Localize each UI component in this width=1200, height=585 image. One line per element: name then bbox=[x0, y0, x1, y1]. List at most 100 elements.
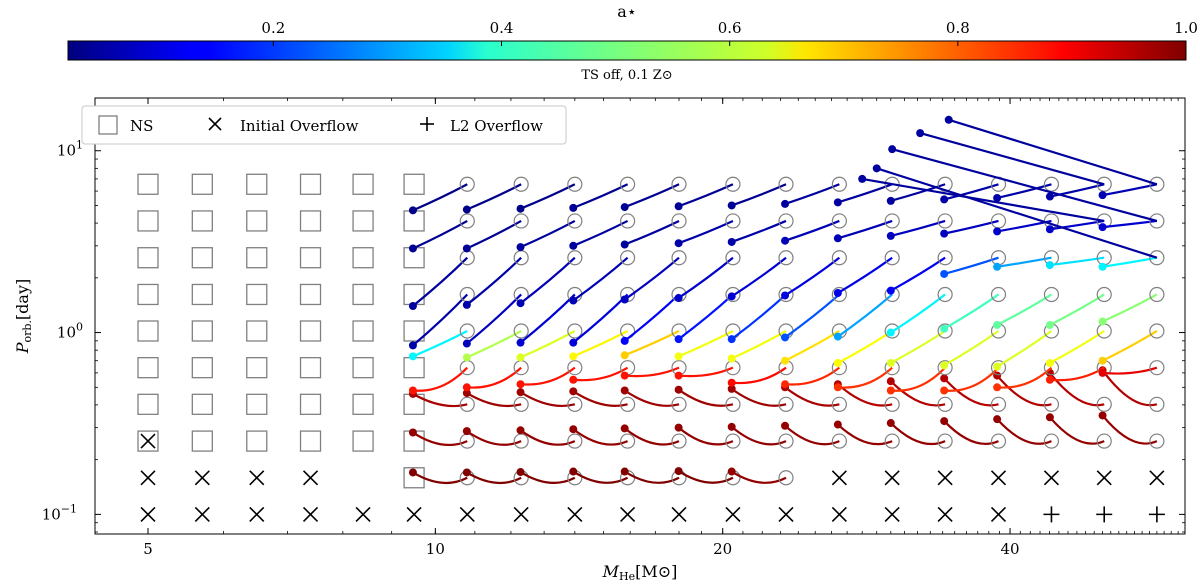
evolution-track bbox=[624, 256, 680, 301]
evolution-track bbox=[837, 183, 893, 204]
legend-ns-marker bbox=[98, 115, 118, 135]
initial-condition-marker bbox=[513, 396, 529, 412]
ns-marker bbox=[299, 283, 322, 306]
final-spin-marker bbox=[727, 354, 736, 363]
initial-condition-marker bbox=[567, 433, 583, 449]
evolution-track bbox=[520, 219, 576, 249]
legend-l2-overflow-marker bbox=[420, 117, 434, 131]
cross-stroke bbox=[459, 506, 475, 522]
initial-condition-marker bbox=[1149, 250, 1165, 266]
evolution-track bbox=[573, 366, 629, 382]
initial-condition-marker bbox=[778, 213, 794, 229]
final-spin-marker bbox=[940, 386, 949, 395]
initial-condition-marker bbox=[778, 176, 794, 192]
final-spin-marker bbox=[674, 293, 683, 302]
ns-marker bbox=[137, 173, 159, 195]
ns-marker bbox=[137, 357, 159, 379]
final-spin-marker bbox=[781, 356, 790, 365]
evolution-track bbox=[412, 293, 469, 347]
final-spin-marker bbox=[1045, 321, 1054, 330]
evolution-track bbox=[1102, 366, 1158, 375]
initial-overflow-marker bbox=[302, 470, 319, 486]
final-spin-marker bbox=[516, 243, 525, 252]
ns-marker bbox=[352, 247, 374, 269]
evolution-track bbox=[412, 330, 468, 358]
legend-l2-overflow-label: L2 Overflow bbox=[450, 117, 543, 135]
final-spin-marker bbox=[569, 203, 578, 212]
evolution-track bbox=[890, 293, 946, 334]
cross-stroke bbox=[567, 506, 583, 522]
evolution-track bbox=[412, 219, 468, 250]
initial-condition-marker bbox=[671, 213, 687, 229]
final-spin-marker bbox=[674, 371, 683, 380]
ns-marker bbox=[137, 320, 159, 342]
initial-condition-marker bbox=[990, 433, 1007, 449]
initial-condition-marker bbox=[937, 323, 953, 339]
initial-overflow-marker bbox=[140, 506, 156, 522]
final-spin-marker bbox=[674, 352, 683, 361]
initial-condition-marker bbox=[671, 396, 687, 412]
ns-marker bbox=[246, 393, 268, 415]
final-spin-marker bbox=[516, 338, 525, 347]
initial-condition-marker bbox=[831, 433, 847, 449]
final-spin-marker bbox=[781, 199, 790, 208]
evolution-track bbox=[784, 424, 840, 446]
evolution-track bbox=[837, 293, 893, 338]
cross-stroke bbox=[249, 470, 265, 486]
evolution-track bbox=[890, 380, 946, 407]
initial-overflow-marker bbox=[249, 470, 265, 486]
initial-overflow-marker bbox=[831, 506, 847, 522]
initial-overflow-marker bbox=[884, 470, 900, 486]
initial-condition-marker bbox=[937, 433, 953, 449]
evolution-track bbox=[519, 391, 576, 408]
evolution-track bbox=[412, 183, 468, 212]
initial-overflow-marker bbox=[194, 470, 210, 486]
initial-overflow-marker bbox=[513, 506, 529, 522]
chart-subtitle: TS off, 0.1 Z⊙ bbox=[581, 68, 672, 83]
final-spin-marker bbox=[462, 353, 471, 362]
evolution-track bbox=[678, 366, 734, 378]
evolution-track bbox=[1102, 183, 1158, 197]
final-spin-marker bbox=[940, 229, 949, 238]
ns-marker bbox=[352, 283, 374, 306]
cross-stroke bbox=[831, 470, 847, 486]
initial-overflow-marker bbox=[725, 506, 741, 522]
final-spin-marker bbox=[940, 269, 949, 278]
evolution-track bbox=[891, 148, 1158, 223]
final-spin-marker bbox=[993, 383, 1002, 392]
final-spin-marker bbox=[1098, 368, 1107, 377]
final-spin-marker bbox=[993, 262, 1002, 271]
initial-condition-marker bbox=[619, 433, 636, 449]
initial-overflow-marker bbox=[937, 506, 953, 522]
initial-condition-marker bbox=[1096, 433, 1112, 449]
x-tick-label: 20 bbox=[713, 540, 732, 558]
evolution-track bbox=[678, 470, 734, 484]
evolution-track bbox=[677, 293, 734, 341]
initial-condition-marker bbox=[831, 213, 847, 229]
initial-condition-marker bbox=[1043, 396, 1060, 412]
evolution-track bbox=[412, 471, 468, 485]
evolution-track bbox=[731, 183, 787, 207]
final-spin-marker bbox=[569, 338, 578, 347]
evolution-track bbox=[784, 330, 840, 362]
cross-stroke bbox=[778, 506, 794, 522]
final-spin-marker bbox=[833, 383, 842, 392]
evolution-track bbox=[996, 293, 1053, 327]
ns-marker bbox=[137, 393, 159, 415]
initial-condition-marker bbox=[671, 250, 687, 266]
evolution-track bbox=[837, 256, 893, 294]
ns-marker bbox=[246, 320, 268, 342]
ns-marker bbox=[299, 247, 322, 269]
final-spin-marker bbox=[886, 231, 895, 240]
final-spin-marker bbox=[993, 321, 1002, 330]
evolution-track bbox=[943, 330, 1000, 367]
initial-condition-marker bbox=[778, 286, 794, 303]
ns-marker bbox=[299, 320, 322, 342]
evolution-track bbox=[572, 470, 629, 484]
evolution-track bbox=[466, 183, 522, 211]
final-spin-marker bbox=[516, 299, 525, 308]
y-tick-label: 10−1 bbox=[42, 502, 77, 523]
ns-marker bbox=[191, 283, 213, 306]
final-spin-marker bbox=[408, 206, 417, 215]
cross-stroke bbox=[1096, 470, 1112, 486]
